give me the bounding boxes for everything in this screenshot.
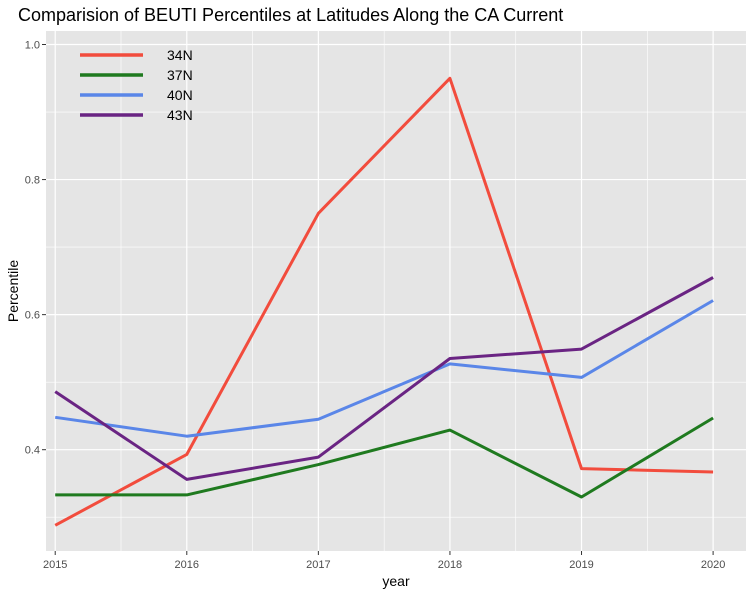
x-tick-label: 2015 bbox=[43, 559, 67, 571]
x-axis-title: year bbox=[382, 573, 410, 589]
y-tick-label: 1.0 bbox=[25, 40, 40, 52]
legend-label-37N: 37N bbox=[167, 67, 193, 83]
x-tick-label: 2020 bbox=[701, 559, 725, 571]
legend-label-34N: 34N bbox=[167, 47, 193, 63]
series-line-40N bbox=[54, 299, 714, 438]
grid-minor bbox=[46, 31, 746, 551]
legend-label-40N: 40N bbox=[167, 87, 193, 103]
y-tick-label: 0.6 bbox=[25, 310, 40, 322]
series-layer bbox=[54, 76, 714, 527]
y-axis-ticks: 0.4 0.6 0.8 1.0 bbox=[25, 40, 46, 457]
legend-label-43N: 43N bbox=[167, 107, 193, 123]
series-line-37N bbox=[55, 416, 714, 499]
y-tick-label: 0.4 bbox=[25, 445, 40, 457]
grid-major bbox=[46, 31, 746, 551]
x-tick-label: 2019 bbox=[569, 559, 593, 571]
x-axis-ticks: 2015 2016 2017 2018 2019 2020 bbox=[43, 551, 725, 571]
x-tick-label: 2016 bbox=[175, 559, 199, 571]
x-tick-label: 2017 bbox=[306, 559, 330, 571]
series-line-43N bbox=[54, 276, 714, 481]
x-tick-label: 2018 bbox=[438, 559, 462, 571]
legend: 34N 37N 40N 43N bbox=[80, 47, 193, 123]
y-axis-title: Percentile bbox=[5, 260, 21, 322]
y-tick-label: 0.8 bbox=[25, 175, 40, 187]
chart-title: Comparision of BEUTI Percentiles at Lati… bbox=[18, 5, 563, 25]
